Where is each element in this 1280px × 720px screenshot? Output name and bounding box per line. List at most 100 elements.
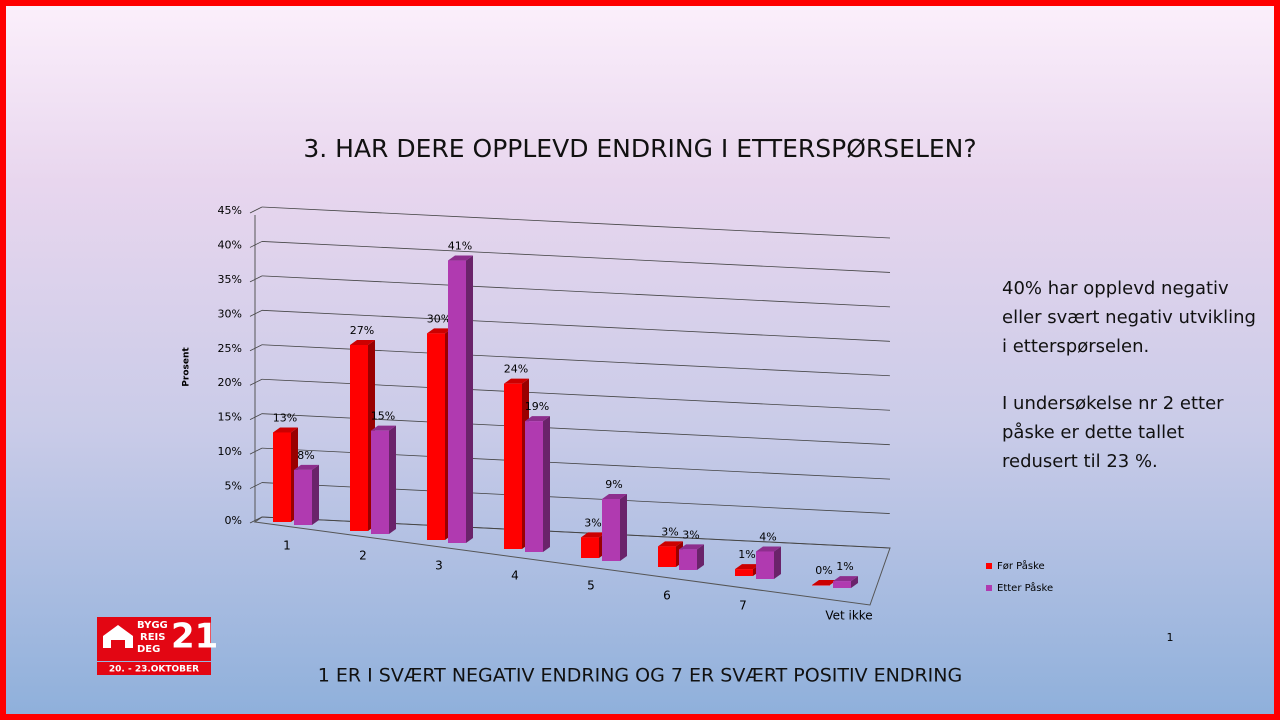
bar-front: [427, 333, 445, 540]
bar-top: [350, 340, 375, 345]
y-tick-label: 40%: [218, 238, 242, 251]
grid-line-side: [249, 516, 263, 524]
bar: [294, 464, 319, 525]
bar-top: [679, 544, 704, 550]
grid-line-side: [249, 241, 263, 248]
x-tick-label: 3: [435, 559, 443, 573]
bar-front: [294, 469, 312, 525]
x-tick-label: 1: [283, 539, 291, 553]
logo-text: BYGG: [137, 620, 168, 631]
value-label: 41%: [448, 240, 472, 253]
y-tick-label: 30%: [218, 307, 242, 320]
bar-top: [756, 546, 781, 552]
bar: [448, 255, 473, 544]
bar-side: [697, 544, 704, 570]
bar-top: [427, 328, 452, 334]
value-label: 4%: [759, 530, 776, 543]
x-tick-label: Vet ikke: [825, 609, 872, 623]
bar-top: [812, 580, 837, 585]
bar-top: [581, 532, 606, 538]
bar-front: [679, 549, 697, 570]
bar-side: [466, 255, 473, 544]
grid-line-side: [249, 344, 263, 352]
bar-front: [525, 421, 543, 552]
x-tick-label: 2: [359, 549, 367, 563]
bar-front: [504, 383, 522, 549]
logo-icon: [103, 625, 133, 648]
bar-side: [774, 546, 781, 579]
x-tick-label: 4: [511, 569, 519, 583]
bar: [371, 425, 396, 534]
footer: 1 ER I SVÆRT NEGATIV ENDRING OG 7 ER SVÆ…: [318, 665, 962, 687]
bar-side: [312, 464, 319, 525]
bar: [679, 544, 704, 570]
note: I undersøkelse nr 2 etter påske er dette…: [1002, 393, 1224, 472]
value-label: 1%: [836, 560, 853, 573]
value-label: 13%: [273, 411, 297, 424]
legend-swatch: [986, 563, 992, 569]
logo-number: 21: [171, 617, 218, 657]
bar-front: [350, 345, 368, 531]
value-label: 1%: [738, 548, 755, 561]
grid-line-side: [249, 309, 263, 317]
value-label: 9%: [605, 478, 622, 491]
grid-line-side: [249, 206, 263, 214]
grid-line: [261, 206, 891, 239]
logo-dates: 20. - 23.OKTOBER: [109, 665, 199, 675]
bar-side: [543, 416, 550, 552]
value-label: 24%: [504, 363, 528, 376]
bar-top: [273, 427, 298, 433]
y-tick-label: 10%: [218, 445, 242, 458]
bar-top: [371, 425, 396, 431]
bar-side: [389, 425, 396, 534]
logo-text: DEG: [137, 644, 160, 655]
bar-front: [735, 569, 753, 576]
bar: [756, 546, 781, 579]
bar: [602, 494, 627, 561]
y-tick-label: 5%: [225, 480, 242, 493]
legend-swatch: [986, 585, 992, 591]
value-label: 3%: [682, 528, 699, 541]
value-label: 8%: [297, 449, 314, 462]
grid-line: [261, 275, 891, 308]
chart: 3. HAR DERE OPPLEVD ENDRING I ETTERSPØRS…: [97, 134, 1174, 687]
note: 40% har opplevd negativ eller svært nega…: [1002, 278, 1256, 357]
bar-front: [658, 546, 676, 567]
grid-line-side: [249, 447, 263, 455]
x-tick-label: 7: [739, 599, 747, 613]
x-tick-label: 5: [587, 579, 595, 593]
value-label: 0%: [815, 564, 832, 577]
bar: [812, 580, 837, 586]
value-label: 19%: [525, 400, 549, 413]
x-tick-label: 6: [663, 589, 671, 603]
legend-label: Etter Påske: [997, 581, 1053, 594]
bar-top: [294, 464, 319, 470]
bar: [833, 576, 858, 588]
bar-side: [851, 576, 858, 588]
bar-front: [371, 430, 389, 534]
grid-line-side: [249, 413, 263, 421]
bar-top: [602, 494, 627, 499]
bar-top: [525, 416, 550, 422]
bar-top: [504, 378, 529, 384]
legend-label: Før Påske: [997, 559, 1045, 572]
y-tick-label: 45%: [218, 204, 242, 217]
bar: [525, 416, 550, 552]
logo-date-box: [97, 662, 211, 675]
bar: [581, 532, 606, 558]
value-label: 27%: [350, 324, 374, 337]
grid-line: [261, 241, 891, 273]
bar-top: [448, 255, 473, 261]
bar-front: [756, 551, 774, 579]
value-label: 30%: [427, 312, 451, 325]
bar-side: [620, 494, 627, 561]
bar-top: [735, 564, 760, 570]
bar-front: [602, 499, 620, 561]
y-axis-label: Prosent: [182, 347, 192, 387]
bar-top: [833, 576, 858, 582]
value-label: 15%: [371, 410, 395, 423]
y-tick-label: 25%: [218, 342, 242, 355]
grid-line: [261, 309, 891, 342]
bar-front: [812, 585, 830, 586]
